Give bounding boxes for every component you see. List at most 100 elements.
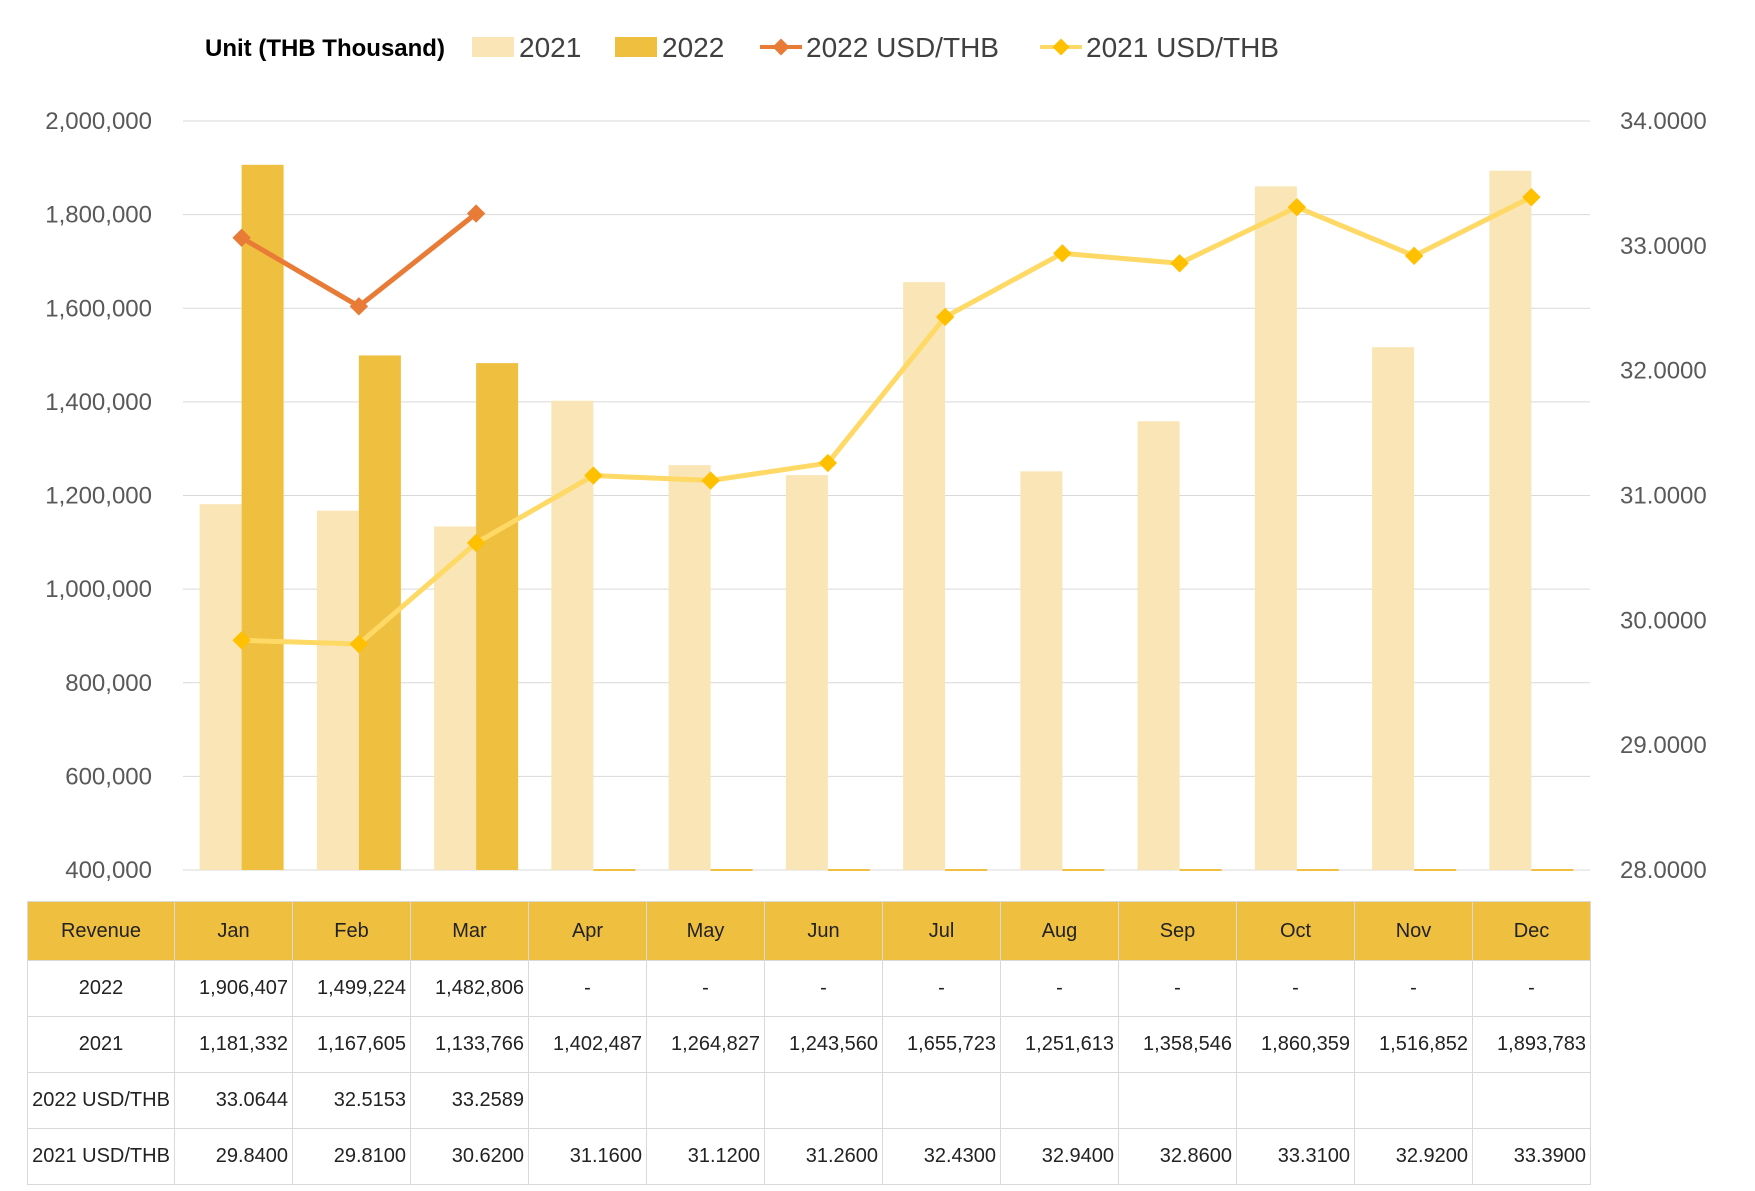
table-cell: 1,264,827 [646,1016,765,1073]
table-header-cell: Revenue [27,901,175,961]
table-cell: 32.9200 [1354,1128,1473,1185]
table-cell: - [646,960,765,1017]
table-cell: 29.8400 [174,1128,293,1185]
bar-2021-Oct [1254,186,1297,870]
table-header-row: Revenue Jan Feb Mar Apr May Jun Jul Aug Sep Oct Nov… [27,901,1591,961]
table-cell: 1,655,723 [882,1016,1001,1073]
table-cell: - [1472,960,1591,1017]
bar-2021-Apr [551,400,594,870]
table-header-cell: Jun [764,901,883,961]
line-series [232,187,1541,654]
table-cell: 1,499,224 [292,960,411,1017]
table-cell: 1,860,359 [1236,1016,1355,1073]
table-row: 2021 USD/THB 29.8400 29.8100 30.6200 31.1600… [27,1128,1591,1185]
line-marker [1170,254,1189,273]
line-marker [349,297,369,316]
left-tick-label: 1,600,000 [45,295,152,322]
bar-2021-Aug [1020,471,1063,870]
right-tick-label: 33.0000 [1620,233,1707,260]
right-tick-label: 29.0000 [1620,732,1707,759]
table-cell [646,1072,765,1129]
line-marker [1522,187,1541,207]
left-tick-label: 800,000 [65,670,152,697]
table-cell [1236,1072,1355,1129]
table-cell: - [1354,960,1473,1017]
unit-label: Unit (THB Thousand) [205,35,445,62]
bar-2021-Sep [1137,421,1180,870]
gridlines [183,120,1590,871]
table-header-cell: Jul [882,901,1001,961]
right-tick-label: 30.0000 [1620,607,1707,634]
table-cell: 30.6200 [410,1128,529,1185]
line-marker [935,307,955,327]
table-cell: 33.2589 [410,1072,529,1129]
table-cell: 1,181,332 [174,1016,293,1073]
left-y-axis: 400,000 600,000 800,000 1,000,000 1,200,000 1… [45,108,152,884]
right-y-axis: 28.0000 29.0000 30.0000 31.0000 32.0000 33.00… [1620,108,1707,884]
table-cell: 1,251,613 [1000,1016,1119,1073]
table-row-label: 2022 [27,960,175,1017]
table-cell [1472,1072,1591,1129]
line-marker [349,634,369,654]
legend-marker-2021-usdthb [1052,38,1070,56]
table-cell: 29.8100 [292,1128,411,1185]
bar-2021-Jan [199,504,242,870]
legend-swatch-2022 [615,37,657,57]
table-cell: 1,402,487 [528,1016,647,1073]
table-cell: 31.1600 [528,1128,647,1185]
table-header-cell: Nov [1354,901,1473,961]
bar-2021-Dec [1489,170,1532,870]
table-header-cell: Aug [1000,901,1119,961]
line-marker [1053,244,1072,263]
table-cell [1354,1072,1473,1129]
table-cell: 31.1200 [646,1128,765,1185]
table-cell: - [1000,960,1119,1017]
table-header-cell: Oct [1236,901,1355,961]
bar-series [199,164,1574,871]
bar-2021-Mar [434,526,477,870]
line-marker [1404,246,1424,266]
table-cell: 1,358,546 [1118,1016,1237,1073]
bar-2021-Jun [785,475,828,870]
table-header-cell: Sep [1118,901,1237,961]
table-row-label: 2021 [27,1016,175,1073]
revenue-chart: Unit (THB Thousand) 2021 2022 2022 USD/T… [45,32,1707,884]
table-cell: 33.0644 [174,1072,293,1129]
left-tick-label: 1,200,000 [45,483,152,510]
left-tick-label: 400,000 [65,857,152,884]
line-marker [1287,197,1307,217]
table-cell: 1,167,605 [292,1016,411,1073]
legend-label-2022-usdthb: 2022 USD/THB [806,32,999,63]
table-cell: 1,133,766 [410,1016,529,1073]
table-cell: - [1236,960,1355,1017]
line-marker [232,631,251,650]
table-header-cell: Apr [528,901,647,961]
line-marker [818,453,838,473]
table-cell: - [882,960,1001,1017]
table-cell: 33.3900 [1472,1128,1591,1185]
right-tick-label: 28.0000 [1620,857,1707,884]
right-tick-label: 32.0000 [1620,358,1707,385]
table-cell [882,1072,1001,1129]
left-tick-label: 2,000,000 [45,108,152,135]
chart-legend: Unit (THB Thousand) 2021 2022 2022 USD/T… [205,32,1279,63]
revenue-data-table: Revenue Jan Feb Mar Apr May Jun Jul Aug Sep Oct Nov… [27,901,1591,1185]
legend-label-2021: 2021 [519,32,581,63]
table-cell: - [528,960,647,1017]
bar-2022-Mar [476,363,519,870]
legend-label-2021-usdthb: 2021 USD/THB [1086,32,1279,63]
table-cell: 1,893,783 [1472,1016,1591,1073]
bar-2021-Nov [1372,347,1415,870]
table-row: 2022 1,906,407 1,499,224 1,482,806- - - - - - - - - [27,960,1591,1017]
table-header-cell: Dec [1472,901,1591,961]
bar-2021-May [668,465,711,870]
legend-swatch-2021 [472,37,514,57]
table-cell: 1,482,806 [410,960,529,1017]
line-marker [232,228,251,247]
line-2021-USD-THB [241,194,1533,647]
left-tick-label: 600,000 [65,763,152,790]
table-cell: 33.3100 [1236,1128,1355,1185]
table-cell: 31.2600 [764,1128,883,1185]
table-cell: 32.5153 [292,1072,411,1129]
table-cell: 32.8600 [1118,1128,1237,1185]
